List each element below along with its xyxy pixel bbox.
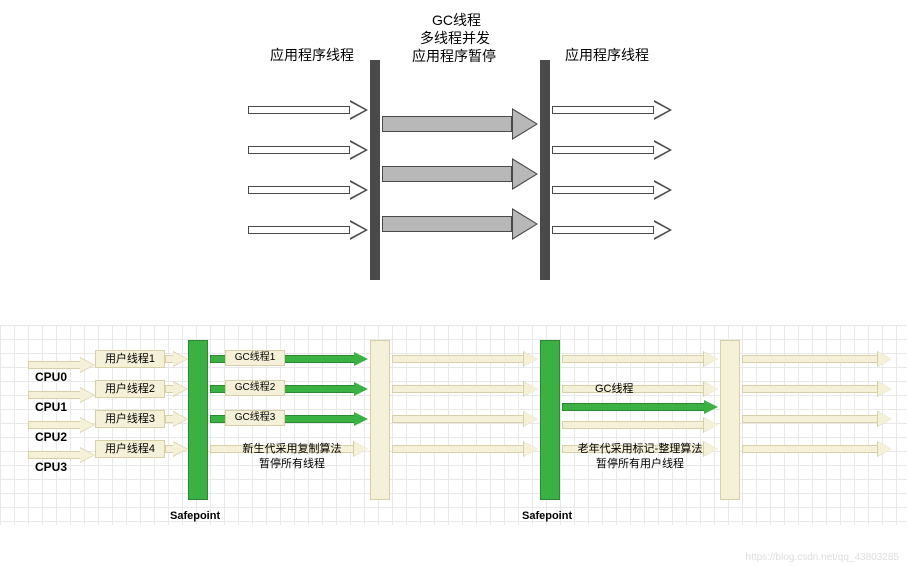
label-gc-3: 应用程序暂停 [412, 46, 496, 66]
final-arrow [742, 382, 892, 396]
label-app-left: 应用程序线程 [270, 45, 354, 65]
safepoint-label-1: Safepoint [170, 510, 220, 522]
old-arrow [562, 382, 718, 396]
gc-thread-box: GC线程2 [225, 380, 285, 396]
thin-arrow-right [552, 140, 672, 160]
thin-arrow-left [248, 180, 368, 200]
resume-bar-2 [720, 340, 740, 500]
final-arrow [742, 412, 892, 426]
app-arrow [392, 442, 538, 456]
top-bar-2 [540, 60, 550, 280]
bottom-diagram: CPU0 CPU1 CPU2 CPU3 用户线程1 用户线程2 用户线程3 用户… [0, 325, 907, 565]
thin-arrow-right [552, 100, 672, 120]
young-gen-1: 新生代采用复制算法 [222, 440, 362, 456]
app-arrow [392, 352, 538, 366]
thick-arrow [382, 108, 538, 140]
app-arrow [392, 382, 538, 396]
safepoint-label-2: Safepoint [522, 510, 572, 522]
label-gc-1: GC线程 [432, 10, 481, 30]
cpu-label: CPU3 [35, 460, 67, 474]
app-arrow [392, 412, 538, 426]
final-arrow [742, 442, 892, 456]
user-thread-box: 用户线程3 [95, 410, 165, 428]
cpu-label: CPU0 [35, 370, 67, 384]
cpu-label: CPU2 [35, 430, 67, 444]
top-diagram: 应用程序线程 GC线程 多线程并发 应用程序暂停 应用程序线程 [0, 0, 907, 300]
seg1-arrow [165, 352, 187, 366]
old-arrow [562, 352, 718, 366]
resume-bar-1 [370, 340, 390, 500]
old-gen-1: 老年代采用标记-整理算法 [562, 440, 718, 456]
label-app-right: 应用程序线程 [565, 45, 649, 65]
thick-arrow [382, 158, 538, 190]
gc-thread-box: GC线程3 [225, 410, 285, 426]
thin-arrow-right [552, 180, 672, 200]
final-arrow [742, 352, 892, 366]
seg1-arrow [165, 382, 187, 396]
thin-arrow-left [248, 140, 368, 160]
seg1-arrow [165, 442, 187, 456]
thin-arrow-left [248, 220, 368, 240]
user-thread-box: 用户线程2 [95, 380, 165, 398]
cpu-label: CPU1 [35, 400, 67, 414]
safepoint-bar-1 [188, 340, 208, 500]
old-gc-label: GC线程 [595, 380, 634, 396]
user-thread-box: 用户线程1 [95, 350, 165, 368]
gc-thread-box: GC线程1 [225, 350, 285, 366]
user-thread-box: 用户线程4 [95, 440, 165, 458]
thin-arrow-left [248, 100, 368, 120]
seg1-arrow [165, 412, 187, 426]
label-gc-2: 多线程并发 [420, 28, 490, 48]
safepoint-bar-2 [540, 340, 560, 500]
thick-arrow [382, 208, 538, 240]
top-bar-1 [370, 60, 380, 280]
old-gen-2: 暂停所有用户线程 [562, 455, 718, 471]
old-gc-arrow [562, 400, 718, 414]
young-gen-2: 暂停所有线程 [222, 455, 362, 471]
old-arrow [562, 418, 718, 432]
thin-arrow-right [552, 220, 672, 240]
watermark: https://blog.csdn.net/qq_43803285 [746, 552, 899, 563]
